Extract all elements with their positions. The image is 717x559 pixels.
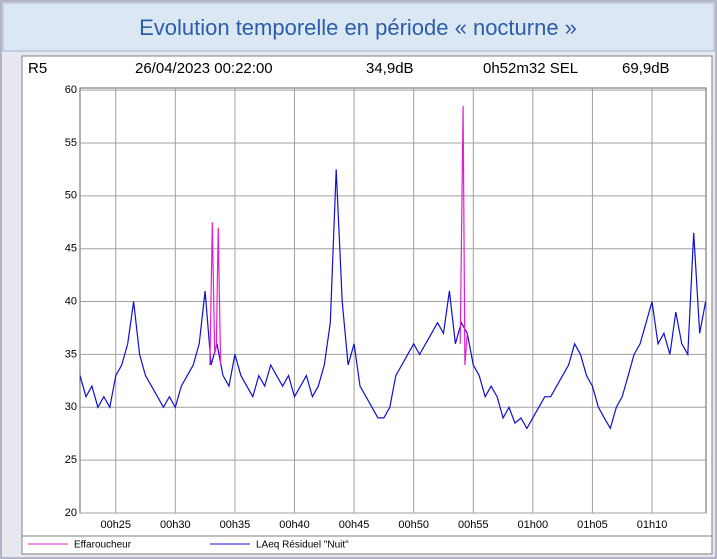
x-tick-label: 01h10 (637, 519, 668, 531)
y-tick-label: 45 (65, 243, 77, 255)
x-tick-label: 00h30 (160, 519, 191, 531)
legend-label: Effaroucheur (74, 540, 132, 551)
header-id: R5 (28, 60, 47, 77)
series-line (79, 169, 707, 430)
y-tick-label: 50 (65, 190, 77, 202)
y-tick-label: 20 (65, 507, 77, 519)
y-tick-label: 40 (65, 295, 77, 307)
y-tick-label: 30 (65, 401, 77, 413)
x-tick-label: 00h25 (100, 519, 131, 531)
y-tick-label: 35 (65, 348, 77, 360)
plot-area (79, 87, 707, 514)
x-tick-label: 00h35 (220, 519, 251, 531)
header-date: 26/04/2023 00:22:00 (135, 60, 273, 77)
x-tick-label: 01h00 (518, 519, 549, 531)
y-tick-label: 25 (65, 454, 77, 466)
header-level: 34,9dB (366, 60, 414, 77)
x-tick-label: 00h45 (339, 519, 370, 531)
x-tick-label: 00h50 (398, 519, 429, 531)
x-tick-label: 01h05 (577, 519, 608, 531)
series-line (459, 105, 468, 366)
legend-label: LAeq Résiduel "Nuit" (256, 540, 349, 551)
header-sel: 69,9dB (622, 60, 670, 77)
x-tick-label: 00h55 (458, 519, 489, 531)
header-duration: 0h52m32 SEL (483, 60, 578, 77)
title-banner (2, 2, 715, 52)
y-tick-label: 55 (65, 137, 77, 149)
y-tick-label: 60 (65, 84, 77, 96)
x-tick-label: 00h40 (279, 519, 310, 531)
series-line (209, 222, 222, 366)
chart-title: Evolution temporelle en période « noctur… (139, 15, 577, 40)
